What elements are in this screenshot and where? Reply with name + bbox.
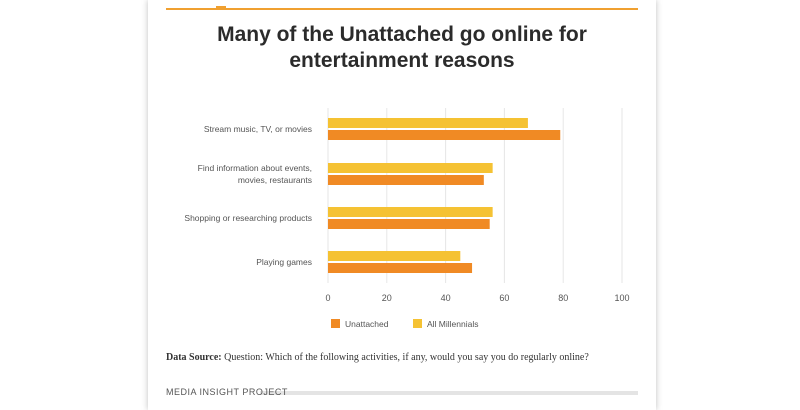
bar-all-millennials [328, 163, 493, 173]
bar-all-millennials [328, 251, 461, 261]
legend-swatch [331, 319, 340, 328]
category-label: Stream music, TV, or movies [204, 124, 312, 134]
bar-unattached [328, 263, 473, 273]
top-accent-bar [166, 8, 638, 10]
x-tick-label: 100 [614, 293, 629, 303]
chart-card [148, 0, 656, 410]
x-tick-label: 60 [499, 293, 509, 303]
bar-all-millennials [328, 207, 493, 217]
footer-rule [260, 391, 638, 395]
legend-label: All Millennials [427, 319, 479, 329]
category-label: Shopping or researching products [184, 213, 312, 223]
x-tick-label: 80 [558, 293, 568, 303]
category-label: Playing games [256, 257, 312, 267]
chart-title: Many of the Unattached go online for ent… [217, 23, 587, 72]
bar-all-millennials [328, 118, 528, 128]
bar-unattached [328, 130, 561, 140]
top-accent-mark [216, 6, 226, 9]
data-source-text: Question: Which of the following activit… [224, 352, 589, 363]
x-tick-label: 20 [382, 293, 392, 303]
legend-label: Unattached [345, 319, 389, 329]
data-source: Data Source: Question: Which of the foll… [166, 352, 646, 363]
data-source-label: Data Source: [166, 352, 222, 363]
bar-unattached [328, 219, 490, 229]
bar-unattached [328, 175, 484, 185]
category-label: Find information about events, movies, re… [198, 163, 312, 185]
legend-swatch [413, 319, 422, 328]
x-tick-label: 40 [441, 293, 451, 303]
footer-brand: MEDIA INSIGHT PROJECT [166, 387, 288, 397]
x-tick-label: 0 [325, 293, 330, 303]
